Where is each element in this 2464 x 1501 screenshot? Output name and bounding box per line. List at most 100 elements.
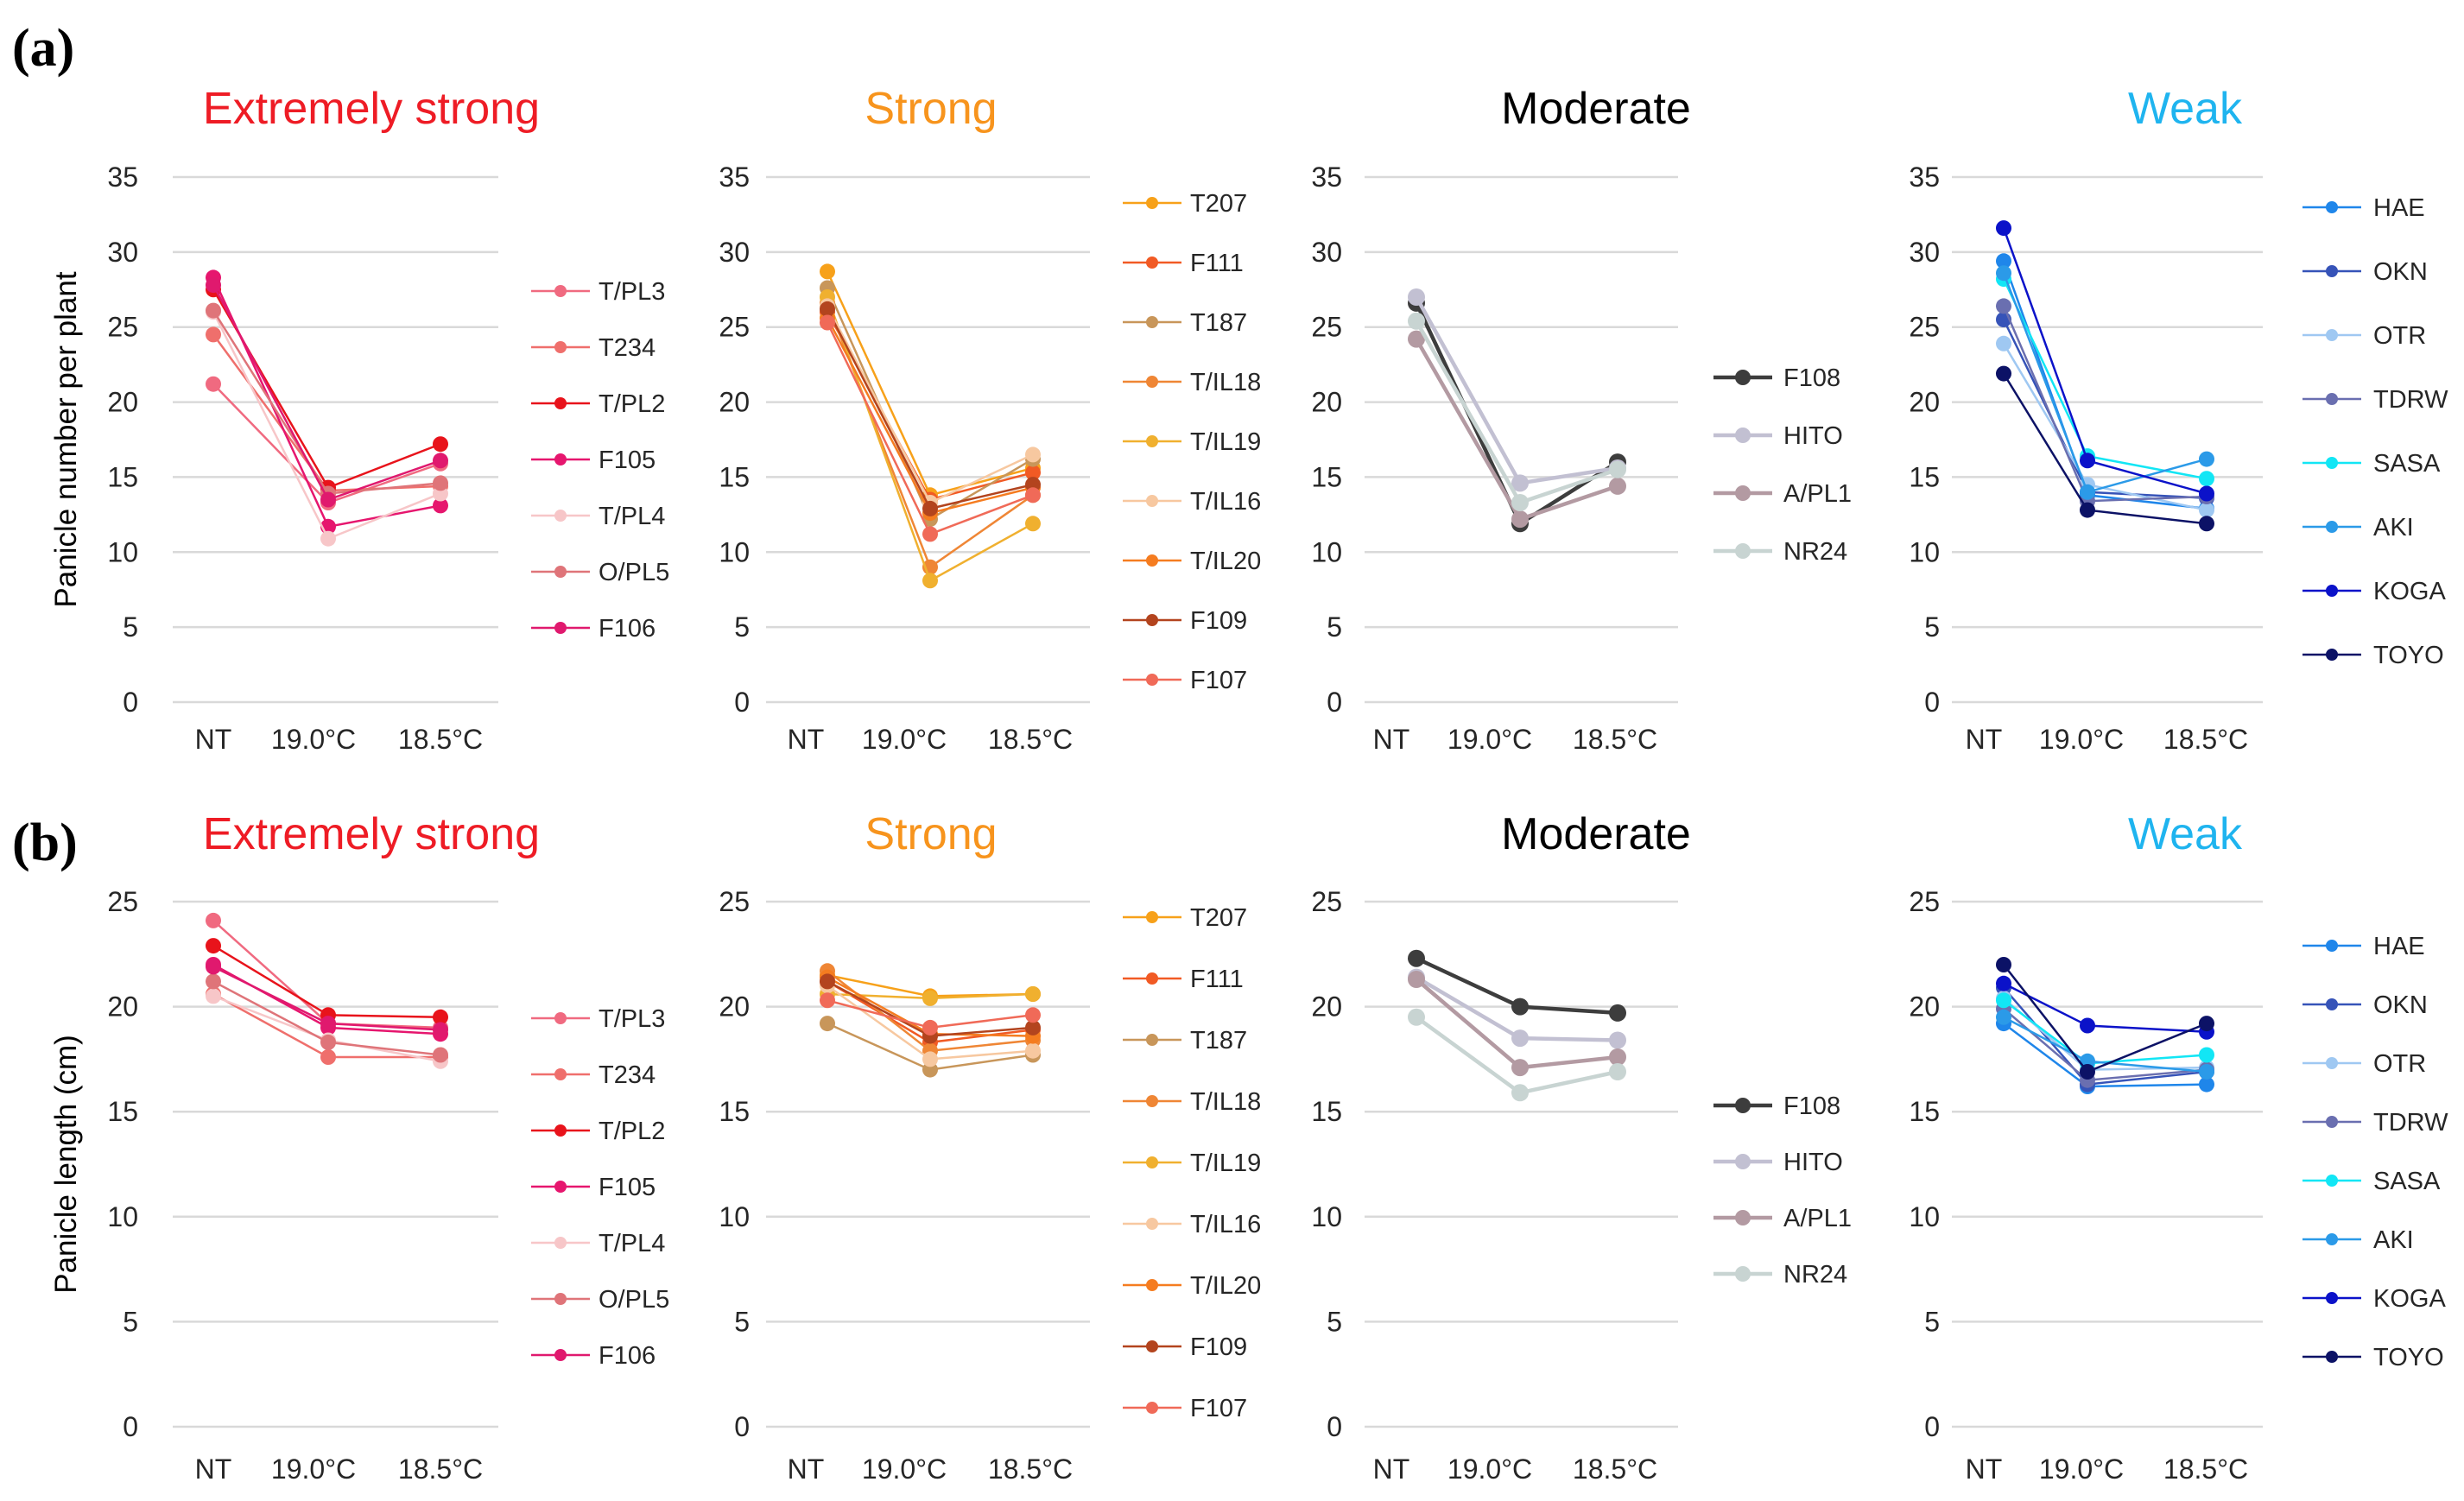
chart-b-extremely-strong-point-t-pl2 — [433, 1009, 448, 1025]
chart-a-weak-point-koga — [2080, 453, 2095, 469]
chart-b-strong-ytick-label: 25 — [719, 886, 750, 917]
chart-a-weak-xtick-label: 18.5°C — [2163, 724, 2248, 755]
chart-a-moderate-point-hito — [1511, 474, 1529, 492]
chart-a-extremely-strong-ytick-label: 0 — [123, 687, 138, 718]
chart-a-weak-point-tdrw — [1996, 298, 2011, 314]
chart-b-extremely-strong-ytick-label: 5 — [123, 1306, 138, 1337]
chart-b-extremely-strong-ytick-label: 10 — [107, 1201, 138, 1232]
chart-a-weak-point-koga — [1996, 220, 2011, 237]
chart-a-weak-xtick-label: 19.0°C — [2039, 724, 2124, 755]
chart-a-strong-point-f109 — [922, 500, 938, 516]
legend-label-hito: HITO — [1783, 1149, 1843, 1176]
legend-label-t187: T187 — [1190, 309, 1247, 337]
chart-a-extremely-strong-xtick-label: 18.5°C — [398, 724, 483, 755]
legend-label-f111: F111 — [1190, 966, 1244, 993]
chart-panels: Extremely strong 0 5 10 15 20 25 30 35 NT 19.0°C 18… — [49, 84, 2448, 1485]
chart-a-strong-ytick-label: 30 — [719, 237, 750, 268]
chart-b-weak-point-koga — [1996, 975, 2011, 991]
chart-a-extremely-strong-ytick-label: 25 — [107, 312, 138, 343]
chart-b-strong-ytick-label: 20 — [719, 991, 750, 1023]
chart-a-strong-line-t-il20 — [826, 317, 1034, 515]
legend-label-f105: F105 — [599, 446, 656, 474]
chart-a-weak-point-sasa — [2199, 471, 2214, 487]
legend-label-koga: KOGA — [2373, 1285, 2446, 1313]
chart-a-weak-line-koga — [2002, 227, 2207, 495]
legend-marker-t187 — [1146, 1034, 1158, 1046]
chart-b-strong: Strong 0 5 10 15 20 25 NT 19.0°C 18.5°C T207 F111 T1… — [719, 809, 1261, 1485]
legend-label-toyo: TOYO — [2373, 642, 2444, 669]
chart-a-weak-ytick-label: 15 — [1909, 461, 1940, 492]
chart-a-strong-ytick-label: 10 — [719, 536, 750, 567]
chart-a-strong-point-f107 — [820, 314, 835, 331]
chart-a-weak-title: Weak — [2128, 84, 2243, 134]
chart-b-extremely-strong-title: Extremely strong — [203, 809, 540, 859]
chart-b-moderate-point-nr24 — [1511, 1084, 1529, 1102]
chart-a-extremely-strong-ytick-label: 10 — [107, 536, 138, 567]
chart-b-extremely-strong-point-f106 — [206, 959, 221, 975]
chart-b-strong-point-t187 — [820, 1016, 835, 1032]
chart-a-weak-ytick-label: 30 — [1909, 237, 1940, 268]
chart-b-weak-ytick-label: 25 — [1909, 886, 1940, 917]
chart-a-extremely-strong-ytick-label: 30 — [107, 237, 138, 268]
chart-b-weak-point-koga — [2080, 1017, 2095, 1034]
chart-a-moderate-ytick-label: 25 — [1311, 312, 1342, 343]
chart-a-extremely-strong-ytick-label: 5 — [123, 611, 138, 643]
chart-a-moderate-series-nr24 — [1408, 312, 1626, 511]
chart-b-weak-point-hae — [2199, 1076, 2214, 1092]
chart-b-weak-legend: HAE OKN OTR TDRW SASA AKI KOGA TOYO — [2302, 933, 2448, 1371]
chart-b-extremely-strong-point-t234 — [320, 1049, 336, 1065]
legend-label-f106: F106 — [599, 1342, 656, 1370]
chart-a-extremely-strong-line-t234 — [212, 333, 441, 492]
legend-label-nr24: NR24 — [1783, 1261, 1847, 1289]
legend-marker-f106 — [554, 1349, 567, 1361]
legend-marker-t-il18 — [1146, 376, 1158, 388]
legend-marker-f107 — [1146, 674, 1158, 686]
legend-label-f107: F107 — [1190, 667, 1247, 694]
legend-label-aki: AKI — [2373, 1226, 2414, 1254]
chart-b-strong-point-t-il16 — [922, 1051, 938, 1067]
legend-marker-o-pl5 — [554, 566, 567, 578]
chart-a-weak-series-koga — [1996, 220, 2214, 502]
legend-marker-t-pl2 — [554, 1124, 567, 1137]
legend-marker-koga — [2326, 1292, 2338, 1304]
legend-label-t-pl2: T/PL2 — [599, 390, 665, 418]
legend-marker-f106 — [554, 622, 567, 634]
chart-a-moderate-point-hito — [1408, 288, 1425, 306]
chart-a-strong-legend: T207 F111 T187 T/IL18 T/IL19 T/IL16 T/IL20 F109… — [1123, 190, 1261, 694]
chart-a-extremely-strong-legend: T/PL3 T234 T/PL2 F105 T/PL4 O/PL5 F106 — [531, 278, 669, 643]
legend-marker-f111 — [1146, 256, 1158, 269]
chart-a-extremely-strong-xtick-label: 19.0°C — [271, 724, 356, 755]
legend-label-t-pl4: T/PL4 — [599, 503, 665, 530]
chart-a-strong-xtick-label: NT — [788, 724, 825, 755]
chart-a-weak-point-otr — [1996, 335, 2011, 352]
legend-marker-toyo — [2326, 649, 2338, 661]
legend-marker-t-il16 — [1146, 495, 1158, 507]
chart-b-strong-ytick-label: 15 — [719, 1096, 750, 1127]
legend-marker-hae — [2326, 201, 2338, 213]
chart-a-moderate-ytick-label: 5 — [1327, 611, 1342, 643]
legend-marker-f108 — [1735, 370, 1751, 385]
chart-a-weak-xtick-label: NT — [1966, 724, 2003, 755]
chart-a-extremely-strong-point-o-pl5 — [206, 302, 221, 319]
chart-b-extremely-strong-ylabel: Panicle length (cm) — [49, 1035, 83, 1294]
chart-b-moderate-ytick-label: 5 — [1327, 1306, 1342, 1337]
chart-b-extremely-strong-point-t-pl4 — [206, 988, 221, 1004]
chart-b-weak: Weak 0 5 10 15 20 25 NT 19.0°C 18.5°C HAE OKN OTR TDR… — [1909, 809, 2448, 1485]
legend-marker-t-pl3 — [554, 285, 567, 297]
chart-b-extremely-strong-series-o-pl5 — [206, 973, 448, 1063]
chart-a-moderate-point-nr24 — [1408, 312, 1425, 330]
legend-label-a-pl1: A/PL1 — [1783, 480, 1852, 508]
chart-a-extremely-strong-point-f106 — [320, 491, 336, 508]
chart-a-moderate-ytick-label: 15 — [1311, 461, 1342, 492]
chart-b-strong-xtick-label: 18.5°C — [988, 1454, 1073, 1485]
chart-b-weak-ytick-label: 10 — [1909, 1201, 1940, 1232]
chart-a-strong-point-t207 — [820, 263, 835, 280]
chart-b-strong-title: Strong — [865, 809, 997, 859]
chart-a-weak-series-sasa — [1996, 271, 2214, 487]
chart-b-moderate-xtick-label: 18.5°C — [1573, 1454, 1657, 1485]
chart-b-strong-xtick-label: 19.0°C — [862, 1454, 947, 1485]
legend-marker-f105 — [554, 1181, 567, 1193]
legend-label-tdrw: TDRW — [2373, 1109, 2448, 1137]
legend-marker-t-il18 — [1146, 1095, 1158, 1107]
legend-marker-okn — [2326, 265, 2338, 277]
